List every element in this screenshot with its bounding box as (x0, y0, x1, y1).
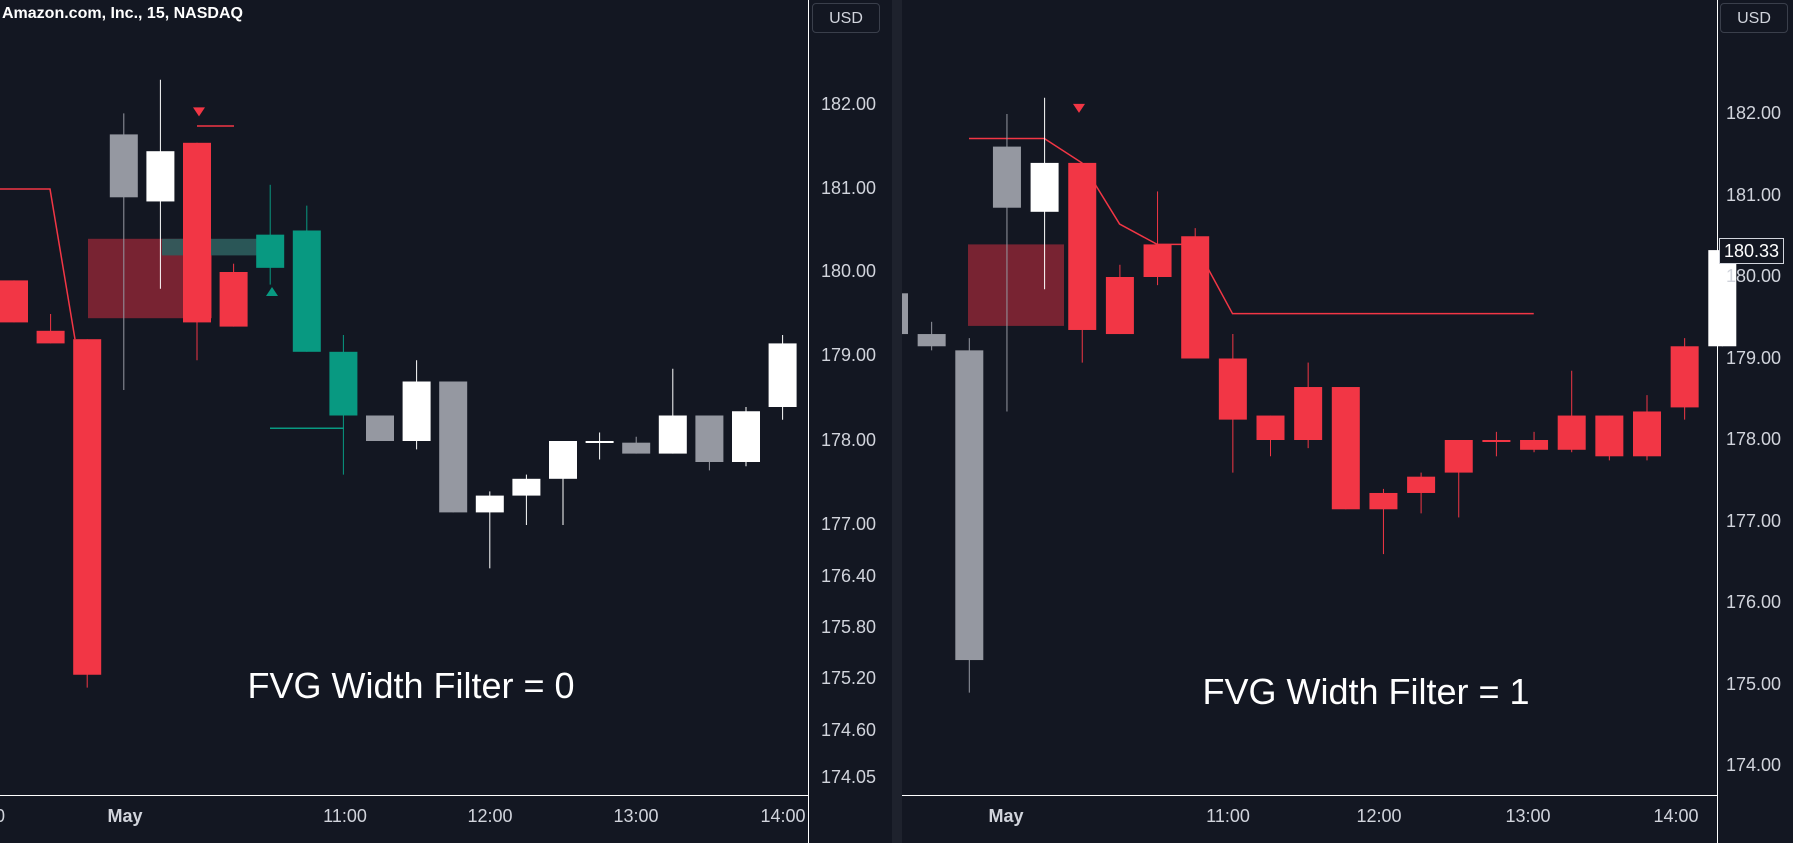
candle-body (955, 350, 984, 661)
price-tick-label: 175.00 (1726, 673, 1782, 694)
candle-body (1369, 492, 1398, 510)
price-axis-divider (1717, 0, 1718, 843)
right-chart-pane[interactable]: FVG Width Filter = 1 USD 182.00 181.00 180… (902, 0, 1793, 843)
candle-body (622, 442, 651, 454)
price-tick-label: 182.00 (1726, 103, 1782, 123)
trailing-line (969, 137, 1534, 315)
price-tick-label: 174.00 (1726, 755, 1782, 775)
filter-label: FVG Width Filter = 0 (247, 665, 575, 706)
candle-body (36, 330, 65, 344)
candle-body (512, 478, 541, 496)
time-tick-label: May (988, 806, 1024, 826)
left-chart-canvas[interactable] (0, 0, 892, 843)
price-tick-label: 182.00 (821, 94, 877, 114)
candle-body (73, 339, 102, 675)
time-tick-label: 12:00 (467, 806, 513, 826)
candle-body (0, 280, 28, 323)
candle-body (1670, 346, 1699, 408)
price-tick-label: 176.40 (821, 566, 877, 586)
candle-body (1105, 277, 1134, 335)
time-axis-divider (0, 795, 808, 796)
left-chart-pane[interactable]: Amazon.com, Inc., 15, NASDAQ FVG Width F… (0, 0, 892, 843)
price-axis-divider (808, 0, 809, 843)
candle-body (366, 415, 394, 441)
time-tick-label: 11:00 (1206, 806, 1250, 826)
candle-body (917, 334, 946, 347)
price-tick-label: 179.00 (821, 345, 877, 365)
fvg-zone (968, 244, 1064, 326)
candle-body (183, 142, 211, 323)
time-tick-label: May (107, 806, 143, 826)
last-price-label: 180.33 (1719, 238, 1785, 264)
time-tick-label: 13:00 (1505, 806, 1551, 826)
candle-body (1256, 415, 1285, 440)
candle-body (768, 343, 797, 407)
candle-body (1482, 440, 1511, 442)
candle-body (475, 495, 504, 513)
candle-body (1294, 387, 1323, 440)
candle-body (1595, 415, 1624, 457)
candle-body (256, 234, 285, 268)
filter-label: FVG Width Filter = 1 (1202, 671, 1530, 712)
bullish-marker-icon (266, 287, 278, 296)
candle-body (732, 411, 760, 462)
price-tick-label: 181.00 (1726, 184, 1782, 205)
candle-body (658, 415, 687, 454)
time-tick-label: 0 (0, 806, 5, 827)
time-tick-label: 11:00 (323, 806, 367, 826)
candle-body (1030, 162, 1059, 212)
price-tick-label: 180.00 (821, 261, 877, 281)
price-tick-label: 176.00 (1726, 592, 1782, 612)
price-tick-label: 177.00 (1726, 510, 1782, 531)
time-tick-label: 14:00 (1653, 806, 1699, 826)
bearish-marker-icon (1073, 103, 1085, 113)
right-chart-canvas[interactable] (902, 0, 1793, 843)
price-tick-label: 180.00 (1726, 266, 1782, 286)
currency-button[interactable]: USD (1720, 3, 1788, 33)
candle-body (1708, 250, 1737, 347)
candle-body (1633, 411, 1661, 457)
candle-body (695, 415, 724, 462)
candle-body (329, 351, 358, 416)
currency-button[interactable]: USD (812, 3, 880, 33)
price-tick-label: 177.00 (821, 514, 877, 534)
price-tick-label: 174.05 (821, 767, 877, 787)
time-tick-label: 13:00 (613, 806, 659, 826)
candle-body (292, 230, 321, 352)
candle-body (1181, 236, 1210, 359)
candle-body (402, 381, 431, 441)
pane-splitter[interactable] (892, 0, 902, 843)
candle-body (1520, 440, 1549, 450)
price-tick-label: 178.00 (1726, 429, 1782, 449)
price-tick-label: 181.00 (821, 178, 877, 198)
bearish-marker-icon (193, 107, 205, 117)
price-tick-label: 175.20 (821, 668, 877, 688)
price-tick-label: 179.00 (1726, 347, 1782, 368)
candle-body (1331, 387, 1360, 510)
time-axis-divider (902, 795, 1717, 796)
candle-body (109, 134, 138, 198)
candle-body (585, 441, 614, 443)
candle-body (439, 381, 468, 513)
candle-body (1557, 415, 1586, 450)
time-tick-label: 12:00 (1356, 806, 1402, 826)
trailing-line (0, 188, 76, 340)
candle-body (549, 441, 577, 479)
candle-body (146, 151, 175, 202)
price-tick-label: 178.00 (821, 430, 877, 450)
candle-body (992, 146, 1021, 208)
fvg-mitigation-band (162, 238, 268, 256)
time-tick-label: 14:00 (760, 806, 806, 826)
candle-body (1407, 476, 1436, 493)
symbol-title: Amazon.com, Inc., 15, NASDAQ (2, 5, 243, 22)
candle-body (1143, 244, 1172, 277)
candle-body (1444, 440, 1473, 473)
price-tick-label: 175.80 (821, 617, 877, 637)
price-tick-label: 174.60 (821, 720, 877, 740)
candle-body (1218, 358, 1247, 420)
candle-body (902, 293, 908, 335)
candle-body (1068, 162, 1097, 330)
candle-body (219, 272, 248, 327)
